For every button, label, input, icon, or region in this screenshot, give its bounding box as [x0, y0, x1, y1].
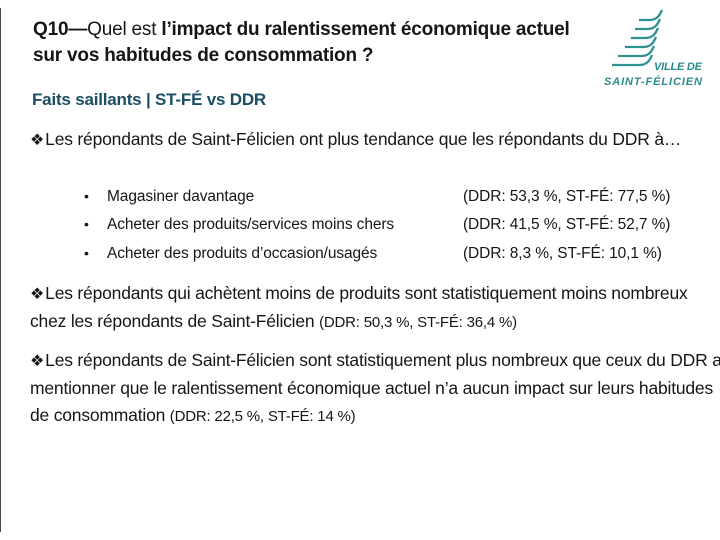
- slide-title: Q10—Quel est l’impact du ralentissement …: [33, 17, 595, 69]
- bullet-point-3-text: Les répondants de Saint-Félicien sont st…: [30, 350, 720, 425]
- list-item: • Acheter des produits d’occasion/usagés…: [84, 245, 720, 273]
- title-question-number: Q10—: [33, 19, 88, 40]
- title-regular-text: Quel est: [87, 19, 162, 40]
- logo-graphic: VILLE DE SAINT-FÉLICIEN: [604, 9, 703, 88]
- slide-left-edge-line: [0, 8, 1, 532]
- logo-cascade-mark: [612, 9, 664, 67]
- bullet-point-2-stat: (DDR: 50,3 %, ST-FÉ: 36,4 %): [319, 314, 517, 331]
- title-bold-text: l’impact du ralentissement économique ac…: [33, 19, 570, 66]
- bullet-point-1-text: Les répondants de Saint-Félicien ont plu…: [45, 129, 682, 149]
- logo-line2: SAINT-FÉLICIEN: [604, 75, 703, 88]
- bullet-point-3: ❖Les répondants de Saint-Félicien sont s…: [30, 347, 720, 430]
- bullet-point-2-text: Les répondants qui achètent moins de pro…: [30, 283, 688, 331]
- dot-bullet-icon: •: [84, 216, 89, 233]
- saint-felicien-logo: VILLE DE SAINT-FÉLICIEN: [596, 6, 714, 92]
- bullet-point-3-stat: (DDR: 22,5 %, ST-FÉ: 14 %): [169, 408, 356, 425]
- bullet-point-1: ❖Les répondants de Saint-Félicien ont pl…: [30, 126, 720, 154]
- list-item: • Magasiner davantage (DDR: 53,3 %, ST-F…: [84, 188, 720, 216]
- bullet-point-2: ❖Les répondants qui achètent moins de pr…: [30, 280, 720, 336]
- section-heading: Faits saillants | ST-FÉ vs DDR: [32, 90, 266, 109]
- diamond-bullet-icon: ❖: [30, 132, 45, 149]
- sub-bullet-list: • Magasiner davantage (DDR: 53,3 %, ST-F…: [84, 188, 720, 273]
- sub-bullet-3-stat: (DDR: 8,3 %, ST-FÉ: 10,1 %): [463, 244, 662, 262]
- sub-bullet-2-stat: (DDR: 41,5 %, ST-FÉ: 52,7 %): [463, 216, 671, 234]
- sub-bullet-1-stat: (DDR: 53,3 %, ST-FÉ: 77,5 %): [463, 188, 671, 205]
- list-item: • Acheter des produits/services moins ch…: [84, 216, 720, 244]
- sub-bullet-2-label: Acheter des produits/services moins cher…: [107, 216, 395, 234]
- diamond-bullet-icon: ❖: [30, 353, 45, 370]
- dot-bullet-icon: •: [84, 244, 89, 261]
- dot-bullet-icon: •: [84, 188, 89, 204]
- diamond-bullet-icon: ❖: [30, 286, 45, 303]
- sub-bullet-3-label: Acheter des produits d’occasion/usagés: [107, 244, 378, 262]
- sub-bullet-1-label: Magasiner davantage: [107, 188, 255, 205]
- logo-line1: VILLE DE: [654, 61, 703, 73]
